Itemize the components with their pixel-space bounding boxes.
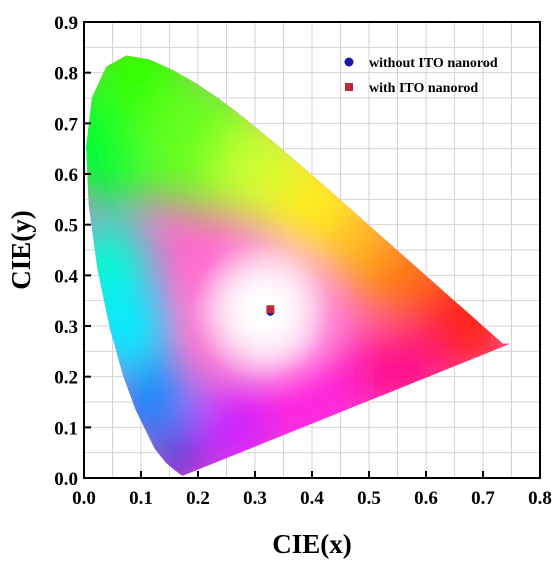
x-tick-label: 0.2: [186, 488, 210, 509]
legend: without ITO nanorod with ITO nanorod: [344, 56, 498, 96]
x-tick-label: 0.6: [414, 488, 438, 509]
data-point-series-2: [266, 305, 275, 314]
x-axis-label: CIE(x): [272, 529, 352, 559]
y-tick-label: 0.9: [54, 13, 78, 34]
x-tick-label: 0.7: [471, 488, 495, 509]
x-tick-label: 0.5: [357, 488, 381, 509]
x-tick-label: 0.1: [129, 488, 153, 509]
y-tick-label: 0.6: [54, 165, 78, 186]
x-tick-label: 0.4: [300, 488, 324, 509]
y-tick-label: 0.5: [54, 216, 78, 237]
legend-marker: [344, 57, 354, 67]
legend-label: without ITO nanorod: [369, 56, 498, 71]
y-tick-label: 0.8: [54, 64, 78, 85]
y-tick-label: 0.2: [54, 368, 78, 389]
y-tick-label: 0.4: [54, 266, 78, 287]
y-tick-label: 0.1: [54, 418, 78, 439]
y-tick-label: 0.0: [54, 469, 78, 490]
data-points: [266, 305, 275, 316]
legend-label: with ITO nanorod: [369, 81, 478, 96]
axis-ticks: 0.0 0.1 0.2 0.3 0.4 0.5 0.6 0.7 0.8 0.0 0.1 0.2 0.3 0…: [54, 13, 552, 509]
y-tick-label: 0.3: [54, 317, 78, 338]
x-tick-label: 0.8: [528, 488, 552, 509]
legend-marker: [345, 83, 353, 91]
y-axis-label: CIE(y): [6, 210, 36, 290]
y-tick-label: 0.7: [54, 114, 78, 135]
x-tick-label: 0.3: [243, 488, 267, 509]
x-tick-label: 0.0: [72, 488, 96, 509]
